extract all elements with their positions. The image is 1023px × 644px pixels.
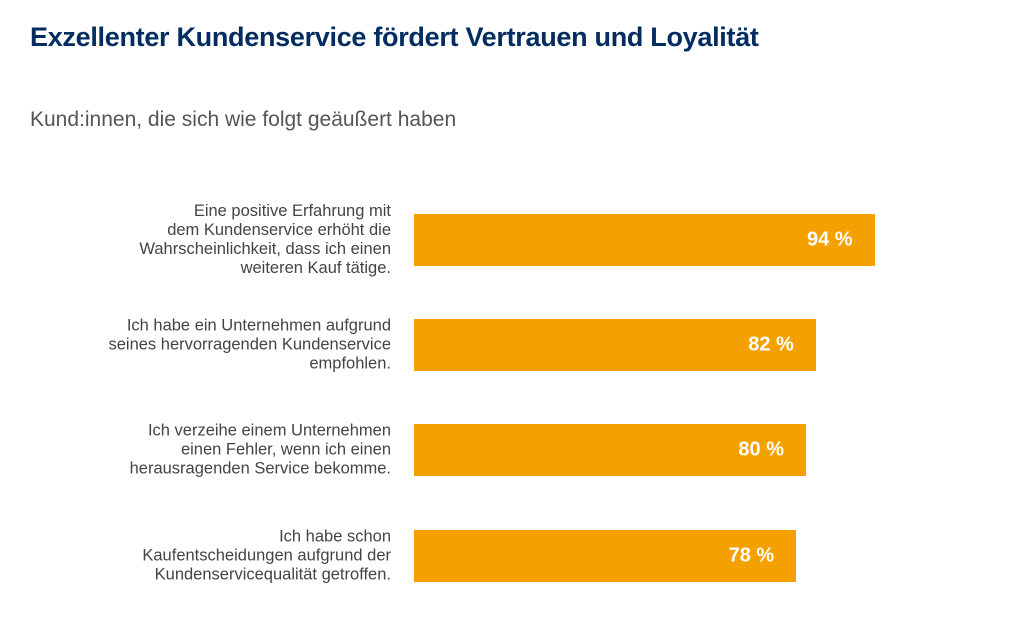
data-label: 82 %	[748, 333, 794, 356]
data-label: 78 %	[728, 544, 775, 567]
data-label: 94 %	[807, 228, 853, 251]
category-label: Ich habe schon Kaufentscheidungen aufgru…	[142, 527, 391, 584]
bar	[414, 319, 816, 371]
category-label: Ich habe ein Unternehmen aufgrund seines…	[108, 316, 391, 373]
chart-subtitle: Kund:innen, die sich wie folgt geäußert …	[30, 108, 457, 131]
bar	[414, 214, 875, 266]
data-label: 80 %	[738, 438, 784, 461]
category-label: Eine positive Erfahrung mit dem Kundense…	[139, 202, 391, 277]
bar	[414, 530, 797, 582]
category-label: Ich verzeihe einem Unternehmen einen Feh…	[129, 421, 391, 478]
chart-title: Exzellenter Kundenservice fördert Vertra…	[30, 22, 759, 52]
bar	[414, 424, 806, 476]
